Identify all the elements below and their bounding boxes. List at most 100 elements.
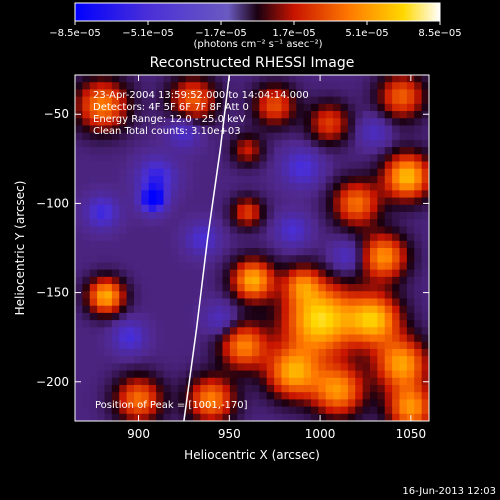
heatmap-cell	[311, 190, 319, 199]
heatmap-cell	[318, 377, 327, 386]
heatmap-cell	[311, 291, 319, 300]
heatmap-cell	[156, 75, 165, 83]
heatmap-cell	[126, 370, 135, 379]
heatmap-cell	[296, 139, 305, 148]
heatmap-cell	[325, 377, 334, 386]
heatmap-cell	[311, 183, 319, 191]
heatmap-cell	[259, 154, 268, 163]
heatmap-cell	[399, 175, 408, 184]
heatmap-cell	[311, 139, 319, 148]
heatmap-cell	[178, 363, 187, 372]
heatmap-cell	[370, 204, 378, 213]
heatmap-cell	[229, 175, 238, 184]
heatmap-cell	[399, 356, 408, 364]
heatmap-cell	[333, 291, 342, 300]
heatmap-cell	[414, 226, 423, 235]
heatmap-cell	[193, 103, 201, 112]
heatmap-cell	[311, 312, 319, 321]
heatmap-cell	[311, 305, 319, 314]
heatmap-cell	[333, 154, 342, 163]
heatmap-cell	[75, 312, 83, 321]
heatmap-cell	[119, 384, 128, 393]
heatmap-cell	[355, 320, 364, 328]
heatmap-cell	[215, 226, 224, 235]
heatmap-cell	[406, 356, 415, 364]
heatmap-cell	[347, 262, 356, 271]
heatmap-cell	[148, 139, 157, 148]
heatmap-cell	[274, 413, 283, 421]
heatmap-cell	[355, 255, 364, 264]
heatmap-cell	[207, 103, 216, 112]
colorbar-tick-label: 5.1e−05	[345, 28, 388, 39]
heatmap-cell	[340, 312, 349, 321]
heatmap-cell	[97, 240, 106, 249]
heatmap-cell	[296, 269, 305, 278]
heatmap-cell	[178, 204, 187, 213]
heatmap-cell	[193, 82, 201, 91]
heatmap-cell	[82, 161, 91, 170]
heatmap-cell	[296, 82, 305, 91]
heatmap-cell	[340, 96, 349, 105]
heatmap-cell	[193, 190, 201, 199]
heatmap-cell	[215, 255, 224, 264]
heatmap-cell	[318, 356, 327, 364]
heatmap-cell	[244, 89, 253, 98]
heatmap-cell	[178, 356, 187, 364]
heatmap-cell	[281, 197, 290, 206]
heatmap-cell	[185, 103, 194, 112]
heatmap-cell	[325, 341, 334, 350]
heatmap-cell	[156, 262, 165, 271]
heatmap-cell	[148, 348, 157, 357]
heatmap-cell	[119, 341, 128, 350]
x-tick-label: 900	[127, 427, 150, 441]
heatmap-cell	[119, 291, 128, 300]
heatmap-cell	[170, 82, 179, 91]
heatmap-cell	[141, 327, 150, 336]
heatmap-cell	[119, 204, 128, 213]
heatmap-cell	[104, 139, 113, 148]
heatmap-cell	[303, 377, 312, 386]
heatmap-cell	[303, 334, 312, 343]
heatmap-cell	[156, 255, 165, 264]
heatmap-cell	[266, 204, 275, 213]
heatmap-cell	[252, 312, 260, 321]
heatmap-cell	[303, 348, 312, 357]
y-tick-label: −150	[36, 286, 69, 300]
heatmap-cell	[392, 103, 401, 112]
heatmap-cell	[288, 276, 297, 285]
heatmap-cell	[156, 399, 165, 408]
heatmap-cell	[104, 341, 113, 350]
heatmap-cell	[325, 197, 334, 206]
heatmap-cell	[414, 219, 423, 227]
heatmap-cell	[318, 384, 327, 393]
heatmap-cell	[392, 312, 401, 321]
heatmap-cell	[75, 103, 83, 112]
heatmap-cell	[325, 125, 334, 134]
heatmap-cell	[392, 370, 401, 379]
heatmap-cell	[244, 384, 253, 393]
heatmap-cell	[119, 392, 128, 400]
heatmap-cell	[185, 363, 194, 372]
heatmap-cell	[311, 377, 319, 386]
heatmap-cell	[347, 305, 356, 314]
heatmap-cell	[347, 139, 356, 148]
heatmap-cell	[370, 305, 378, 314]
heatmap-cell	[399, 248, 408, 256]
heatmap-cell	[362, 262, 371, 271]
heatmap-cell	[97, 226, 106, 235]
heatmap-cell	[377, 226, 386, 235]
heatmap-cell	[362, 190, 371, 199]
heatmap-cell	[134, 211, 142, 220]
heatmap-cell	[333, 269, 342, 278]
heatmap-cell	[333, 103, 342, 112]
heatmap-cell	[185, 168, 194, 177]
heatmap-cell	[347, 197, 356, 206]
heatmap-cell	[288, 327, 297, 336]
heatmap-cell	[119, 334, 128, 343]
heatmap-cell	[362, 334, 371, 343]
heatmap-cell	[384, 183, 393, 191]
heatmap-cell	[178, 399, 187, 408]
heatmap-cell	[134, 168, 142, 177]
heatmap-cell	[193, 284, 201, 292]
heatmap-cell	[119, 147, 128, 155]
